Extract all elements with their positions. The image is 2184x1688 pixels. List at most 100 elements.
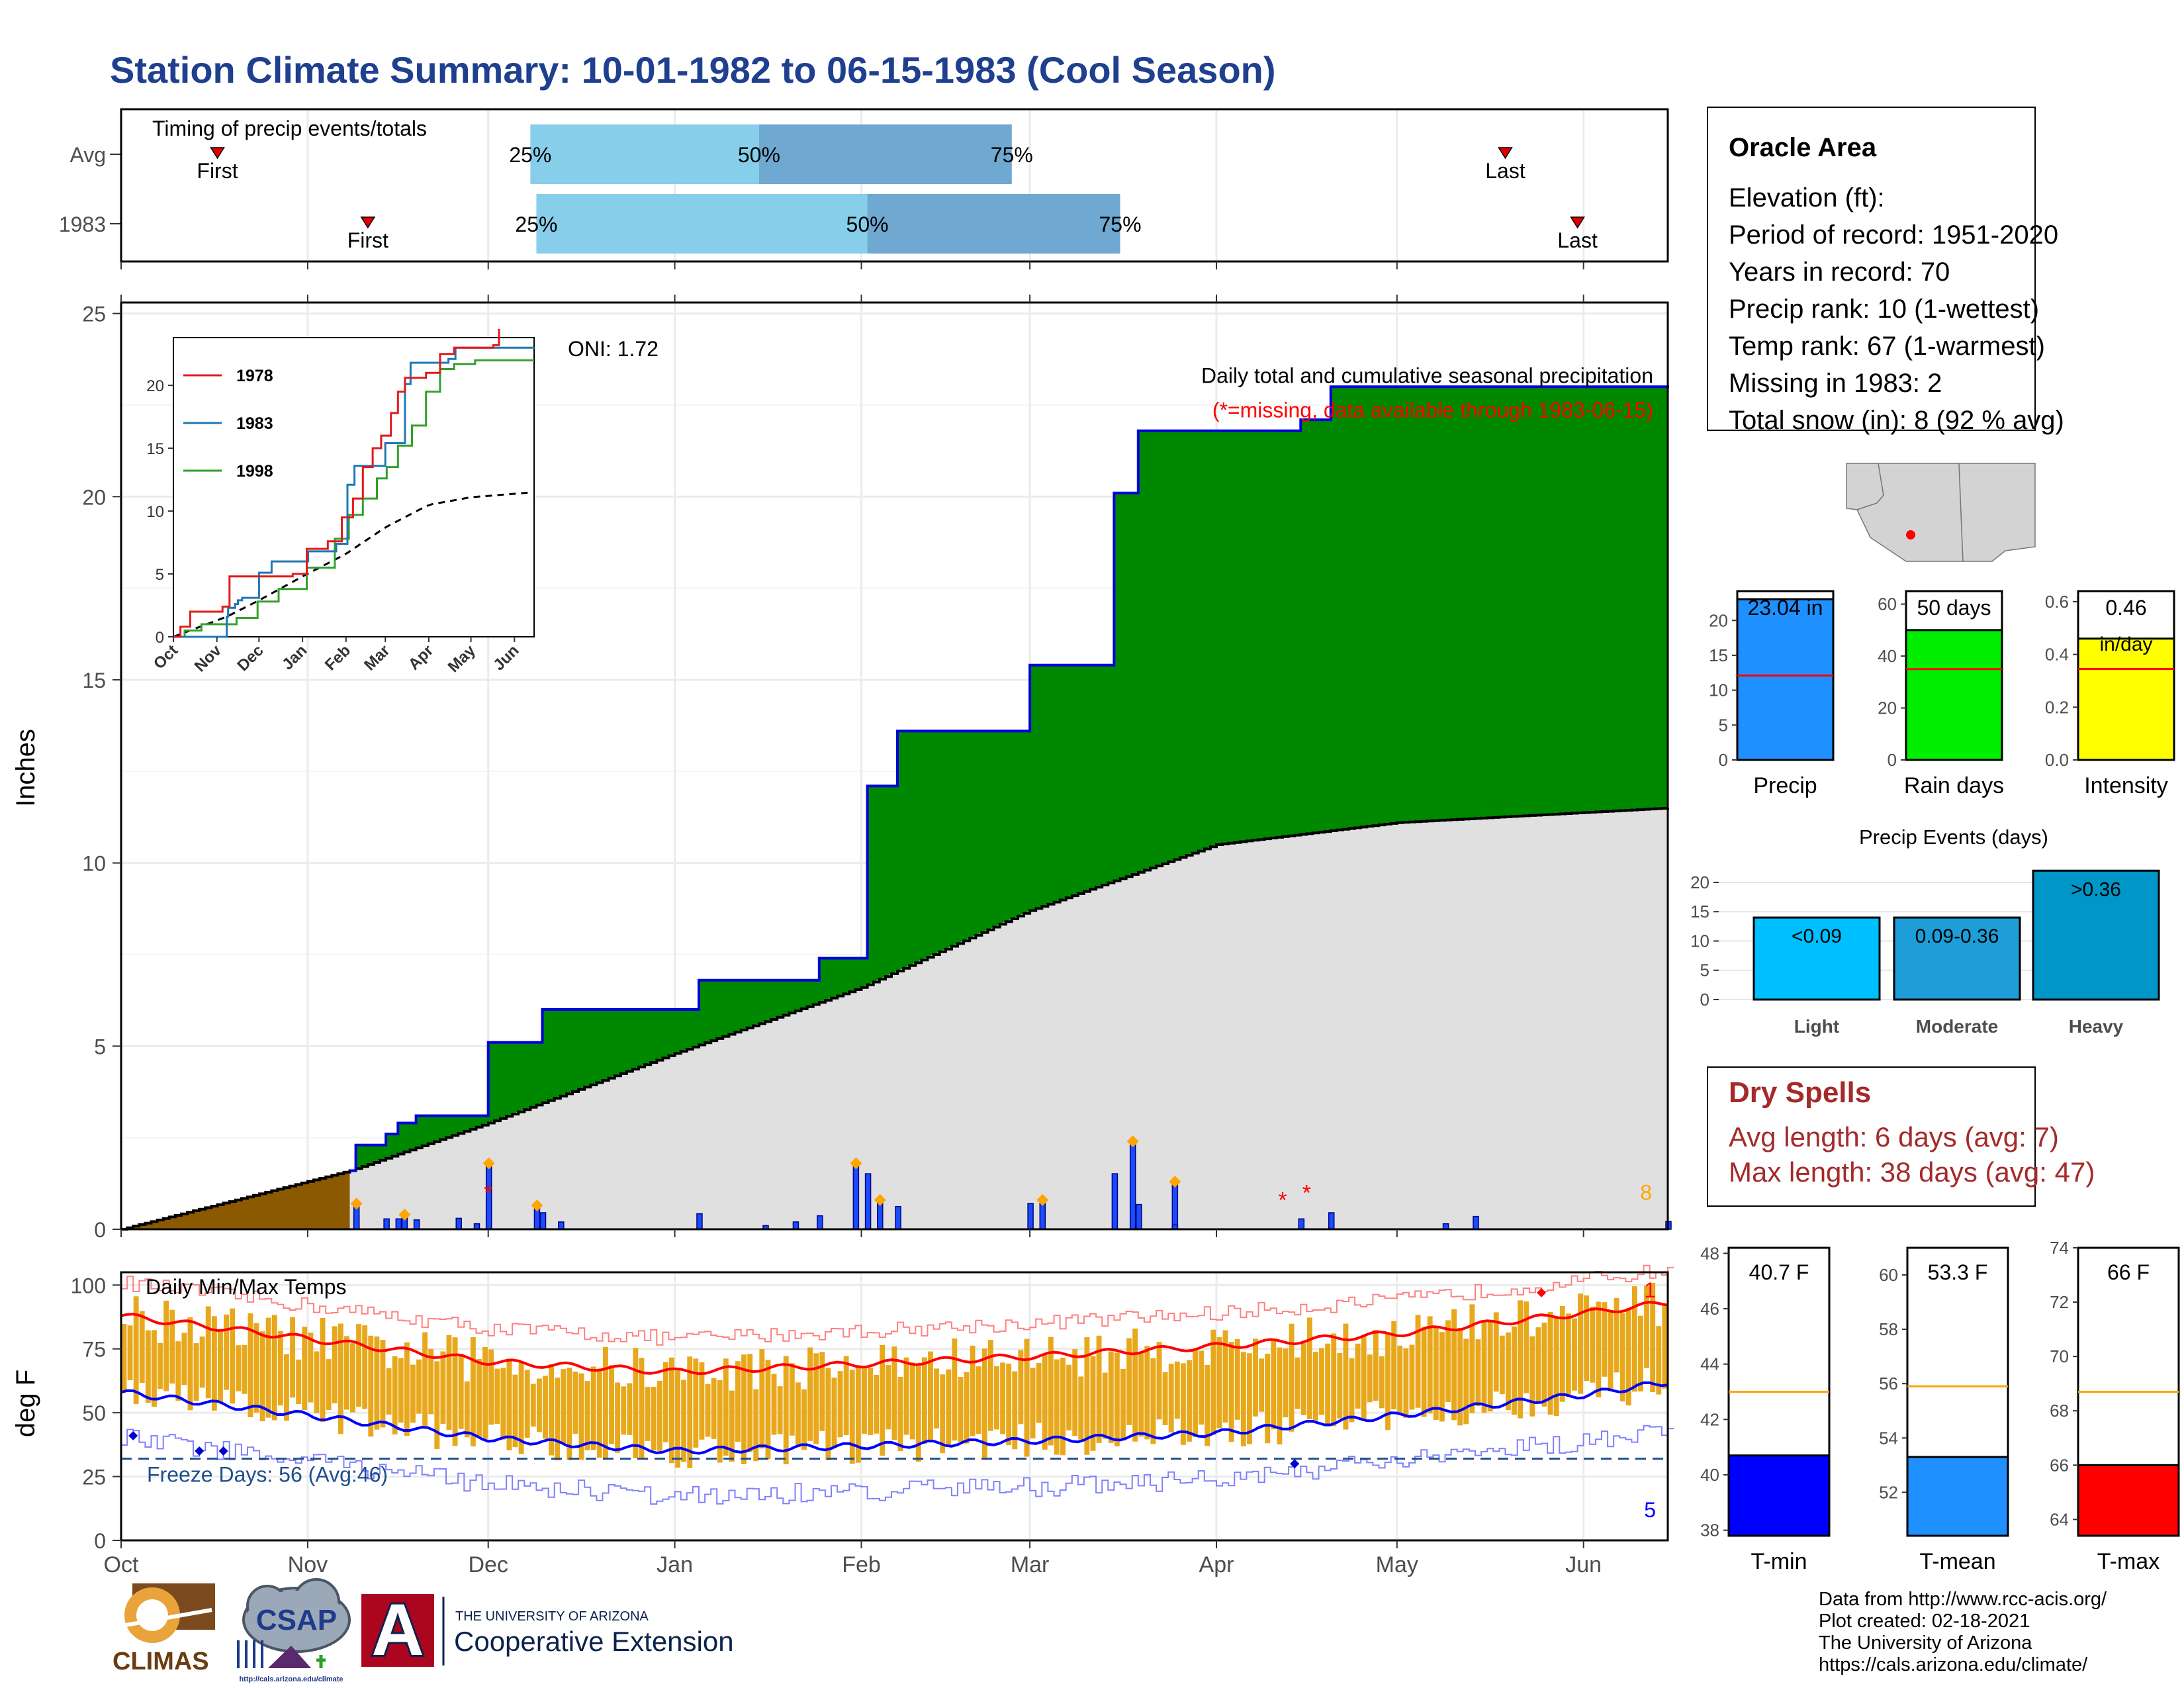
record-low-marker — [1290, 1459, 1300, 1469]
daily-temp-range-bar — [1259, 1358, 1265, 1412]
daily-temp-range-bar — [1199, 1350, 1205, 1425]
daily-temp-range-bar — [1625, 1308, 1631, 1406]
temp-summary-bar — [1906, 1456, 2009, 1537]
daily-temp-range-bar — [477, 1359, 482, 1437]
temp-summary-bar — [1727, 1454, 1831, 1537]
inset-y-tick: 5 — [156, 566, 164, 584]
average-cumulative-area — [349, 808, 1668, 1229]
summary-y-tick: 40 — [1878, 646, 1897, 666]
daily-temp-range-bar — [753, 1389, 759, 1462]
daily-temp-range-bar — [1187, 1360, 1192, 1442]
record-low-count: 5 — [1644, 1498, 1656, 1522]
daily-temp-range-bar — [657, 1380, 662, 1451]
daily-temp-range-bar — [1144, 1346, 1150, 1440]
daily-temp-range-bar — [639, 1358, 645, 1459]
events-y-tick: 15 — [1690, 902, 1709, 921]
summary-y-tick: 0.2 — [2045, 697, 2069, 717]
daily-temp-range-bar — [934, 1368, 940, 1429]
daily-temp-range-bar — [1565, 1313, 1571, 1397]
daily-temp-range-bar — [952, 1338, 958, 1441]
daily-temp-range-bar — [482, 1347, 488, 1439]
daily-temp-range-bar — [1193, 1350, 1199, 1438]
daily-temp-range-bar — [711, 1378, 717, 1439]
timing-marker-label: First — [347, 228, 388, 252]
info-line: Total snow (in): 8 (92 % avg) — [1729, 406, 2064, 435]
inset-plot-area — [173, 337, 535, 637]
timing-marker-label: Last — [1485, 159, 1525, 183]
daily-temp-range-bar — [723, 1358, 729, 1456]
dry-spells-box: Dry Spells Avg length: 6 days (avg: 7) M… — [1707, 1066, 2095, 1207]
daily-temp-range-bar — [621, 1386, 627, 1435]
temp-summary-value: 40.7 F — [1749, 1260, 1809, 1284]
daily-temp-range-bar — [921, 1357, 927, 1444]
daily-temp-range-bar — [380, 1340, 386, 1428]
record-low-line — [121, 1425, 1674, 1505]
daily-temp-range-bar — [470, 1336, 476, 1446]
daily-temp-range-bar — [1168, 1364, 1174, 1432]
daily-temp-range-bar — [422, 1332, 428, 1429]
daily-temp-range-bar — [903, 1357, 909, 1435]
daily-temp-range-bar — [578, 1373, 584, 1460]
daily-temp-range-bar — [994, 1366, 999, 1430]
y-tick-label: 75 — [82, 1338, 106, 1362]
inset-average-line — [173, 491, 533, 638]
inset-series-1978 — [173, 328, 500, 638]
daily-temp-range-bar — [1054, 1359, 1060, 1455]
daily-precip-bar — [539, 1212, 547, 1230]
daily-temp-range-bar — [350, 1343, 355, 1413]
daily-temp-range-bar — [1114, 1352, 1120, 1446]
daily-temp-range-bar — [518, 1362, 524, 1454]
freeze-days-label: Freeze Days: 56 (Avg:46) — [147, 1463, 388, 1487]
ua-block-a: A — [371, 1589, 424, 1671]
event-bar-value: >0.36 — [2071, 878, 2121, 900]
missing-data-marker: * — [1302, 1181, 1311, 1206]
daily-temp-range-bar — [1379, 1356, 1385, 1409]
daily-temp-range-bar — [1644, 1286, 1650, 1368]
daily-temp-range-bar — [729, 1390, 735, 1462]
daily-precip-bar — [1111, 1173, 1118, 1230]
daily-temp-range-bar — [1445, 1320, 1451, 1403]
daily-temp-range-bar — [705, 1383, 711, 1437]
temp-summary-label: T-mean — [1919, 1549, 1995, 1574]
inset-series-1998 — [173, 359, 534, 638]
daily-temp-range-bar — [880, 1344, 886, 1456]
events-y-tick: 10 — [1690, 931, 1709, 951]
daily-temp-range-bar — [1337, 1352, 1343, 1419]
daily-temp-range-bar — [1150, 1358, 1156, 1444]
event-bar — [1752, 916, 1881, 1001]
x-tick-label: Apr — [1199, 1552, 1234, 1577]
daily-temp-range-bar — [1066, 1364, 1072, 1430]
daily-temp-range-bar — [145, 1330, 151, 1403]
event-bar — [2032, 869, 2160, 1001]
summary-y-tick: 20 — [1709, 610, 1728, 630]
timing-marker — [210, 147, 225, 160]
daily-precip-bar — [817, 1215, 823, 1230]
temp-frame — [120, 1271, 1669, 1542]
x-tick-label: Jun — [1565, 1552, 1602, 1577]
daily-temp-range-bar — [1403, 1348, 1409, 1418]
daily-precip-bar — [852, 1162, 860, 1230]
daily-temp-range-bar — [253, 1323, 259, 1413]
daily-temp-range-bar — [1024, 1338, 1030, 1457]
daily-temp-range-bar — [308, 1333, 314, 1403]
timing-frame — [120, 108, 1669, 263]
daily-temp-range-bar — [314, 1351, 320, 1413]
csap-logo: CSAP http://cals.arizona.edu/climate — [237, 1578, 351, 1683]
daily-temp-range-bar — [1638, 1315, 1643, 1392]
x-tick-label: Feb — [842, 1552, 881, 1577]
timing-panel: Avg 25% 50% 75% First Last 1983 25% 50% 75% First L… — [59, 108, 1669, 269]
daily-precip-bar — [1171, 1181, 1179, 1230]
daily-temp-range-bar — [590, 1366, 596, 1450]
y-tick-label: 10 — [82, 852, 106, 876]
daily-temp-range-bar — [1524, 1301, 1529, 1393]
daily-temp-range-bar — [807, 1347, 813, 1441]
daily-temp-range-bar — [1487, 1321, 1493, 1412]
summary-y-tick: 0.0 — [2045, 750, 2069, 770]
events-y-tick: 0 — [1700, 990, 1709, 1009]
info-line: Years in record: 70 — [1729, 258, 1950, 287]
daily-temp-range-bar — [1602, 1302, 1608, 1377]
daily-temp-range-bar — [681, 1380, 687, 1462]
temp-summary-y-tick: 48 — [1700, 1243, 1719, 1263]
